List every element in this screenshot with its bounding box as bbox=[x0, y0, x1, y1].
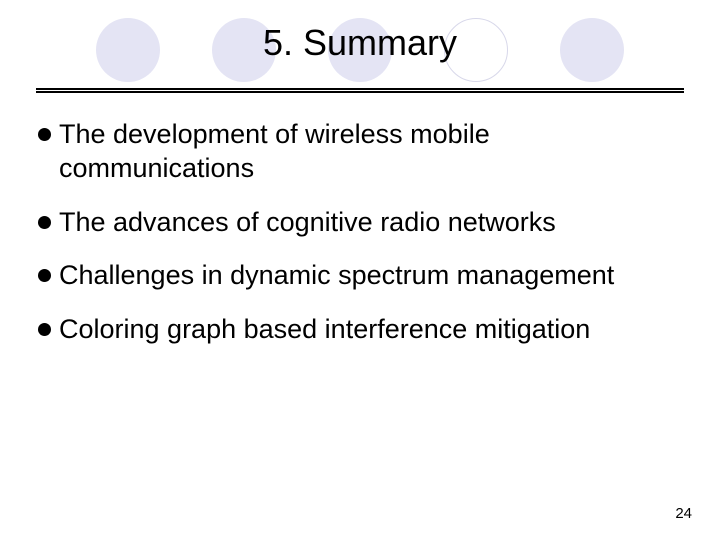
bullet-text: The development of wireless mobile commu… bbox=[59, 118, 682, 186]
bullet-text: The advances of cognitive radio networks bbox=[59, 206, 556, 240]
bullet-list: The development of wireless mobile commu… bbox=[38, 118, 682, 367]
bullet-item: Coloring graph based interference mitiga… bbox=[38, 313, 682, 347]
bullet-icon bbox=[38, 128, 51, 141]
title-underline bbox=[36, 88, 684, 90]
bullet-item: The advances of cognitive radio networks bbox=[38, 206, 682, 240]
slide: 5. Summary The development of wireless m… bbox=[0, 0, 720, 540]
bullet-icon bbox=[38, 323, 51, 336]
bullet-item: Challenges in dynamic spectrum managemen… bbox=[38, 259, 682, 293]
bullet-item: The development of wireless mobile commu… bbox=[38, 118, 682, 186]
slide-title: 5. Summary bbox=[0, 22, 720, 64]
bullet-text: Challenges in dynamic spectrum managemen… bbox=[59, 259, 614, 293]
page-number: 24 bbox=[675, 505, 692, 522]
bullet-icon bbox=[38, 269, 51, 282]
bullet-icon bbox=[38, 216, 51, 229]
bullet-text: Coloring graph based interference mitiga… bbox=[59, 313, 590, 347]
